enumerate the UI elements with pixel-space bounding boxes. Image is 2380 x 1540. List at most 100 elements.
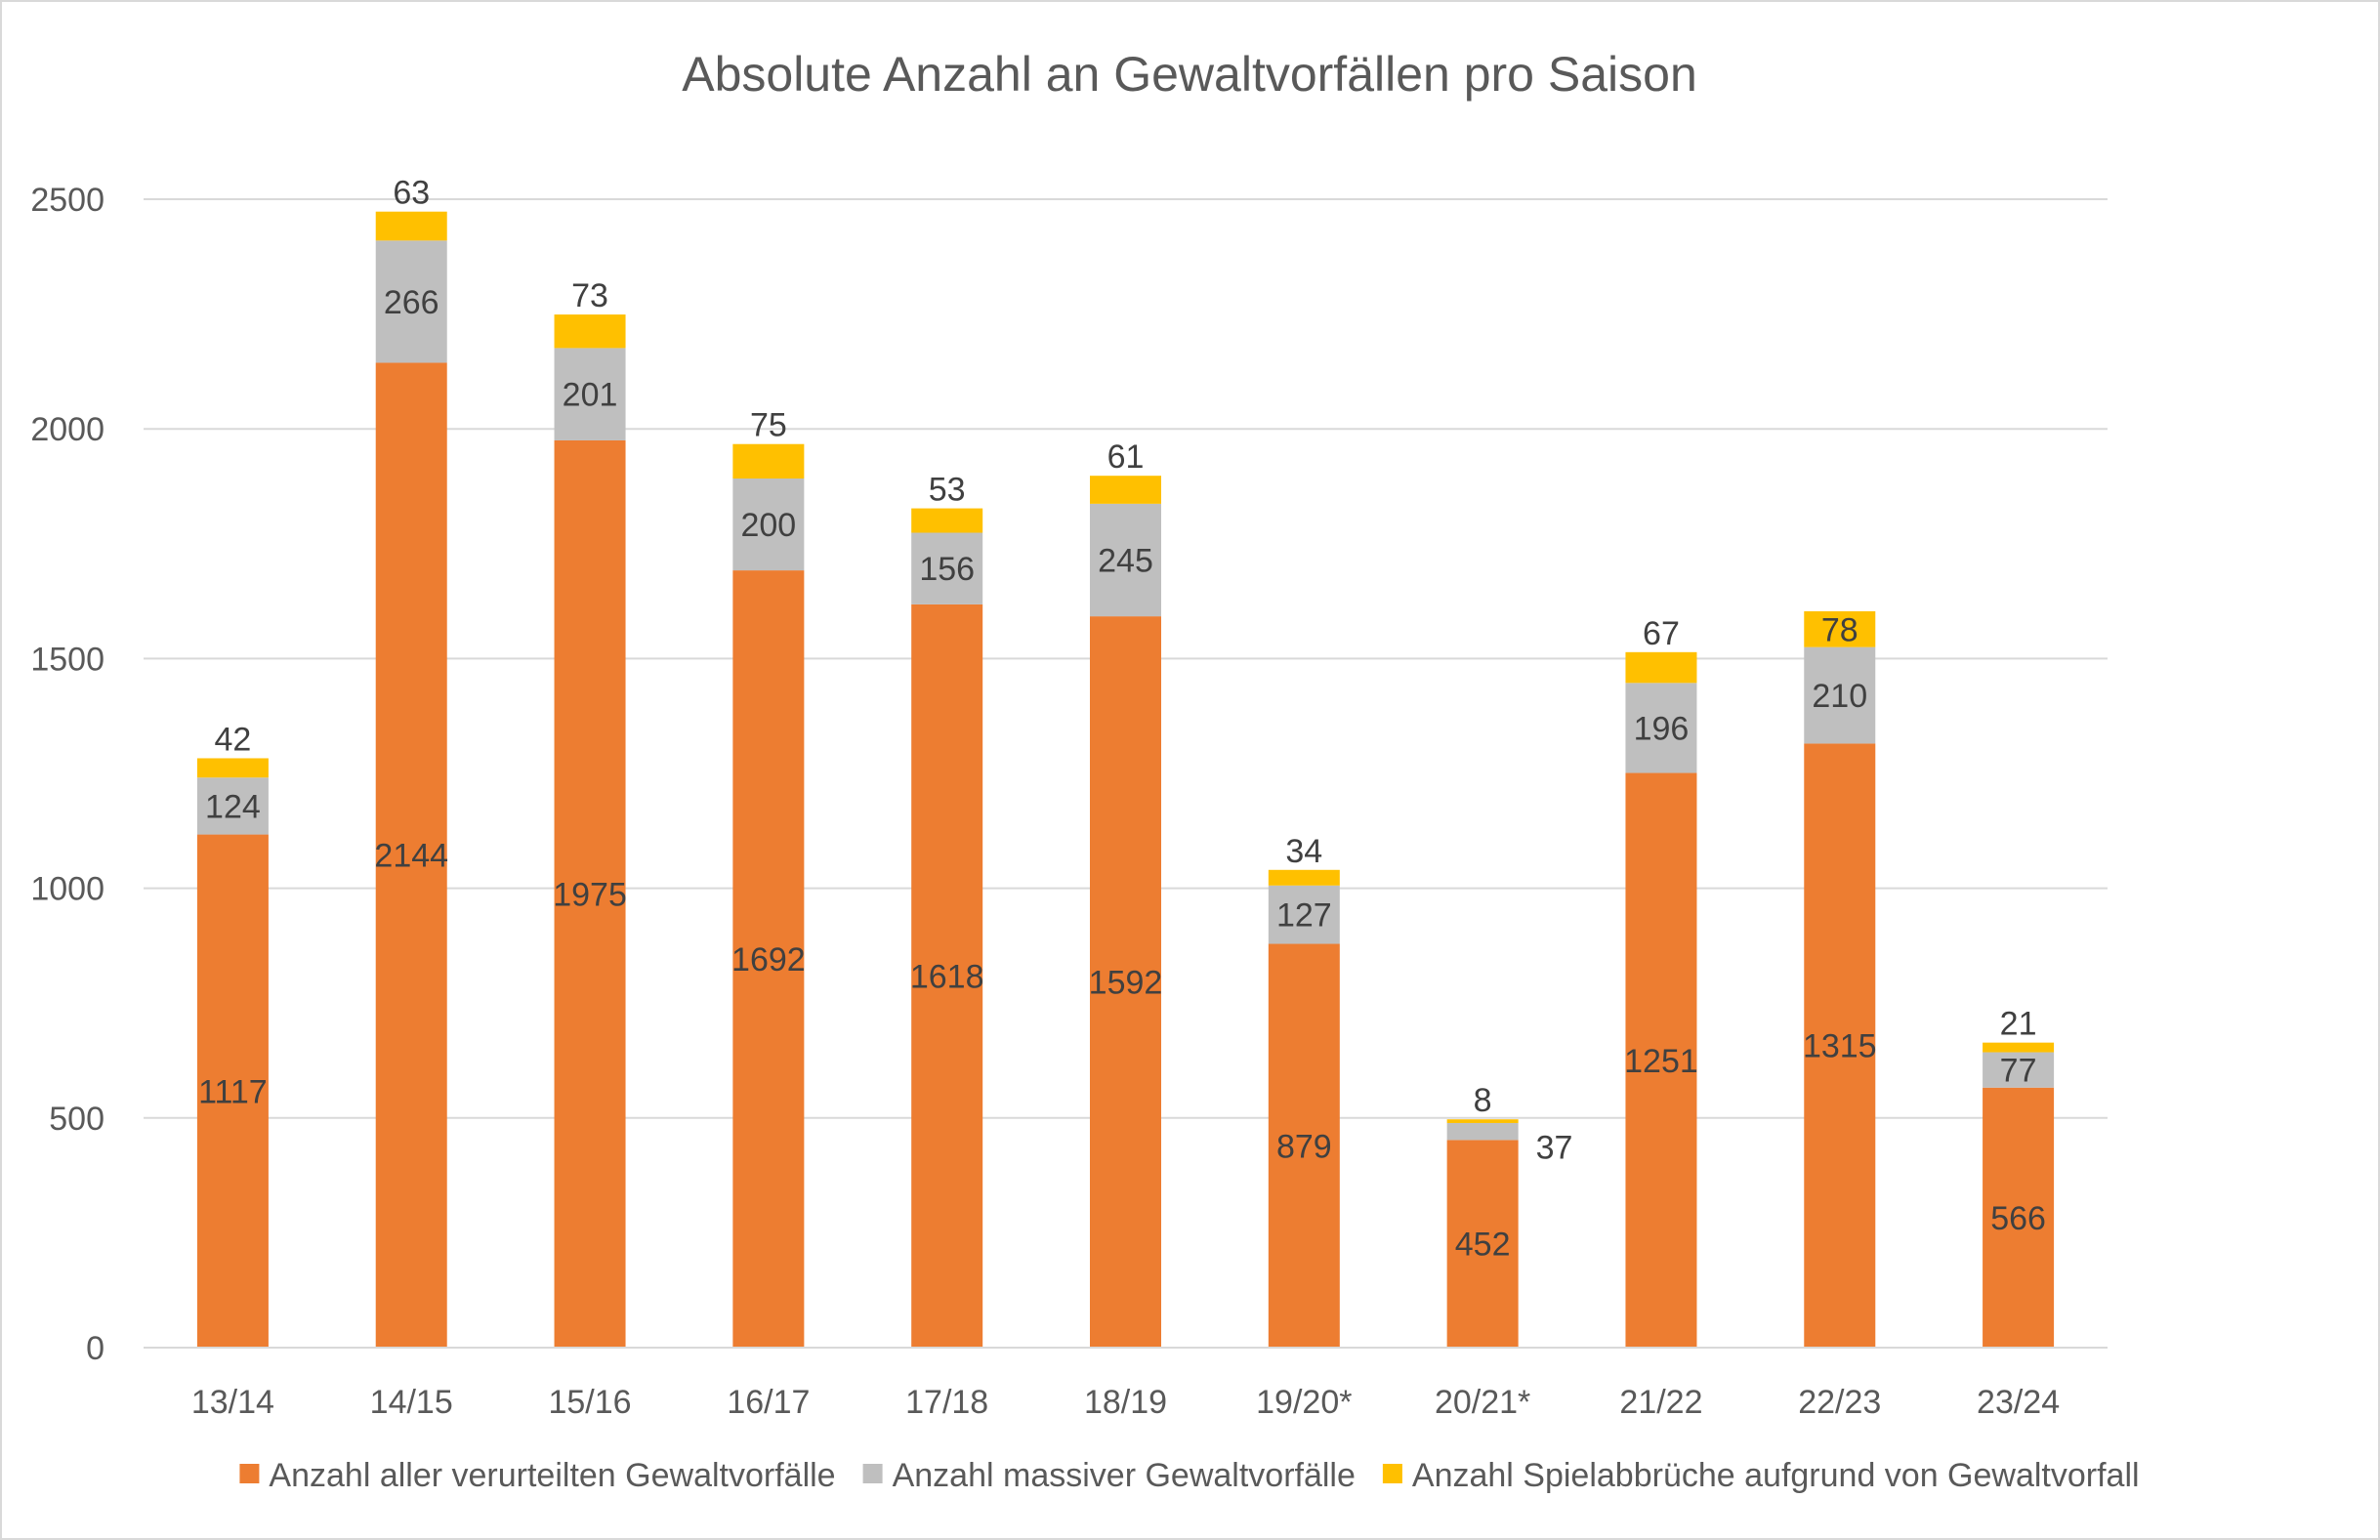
x-tick-label: 22/23 <box>1798 1384 1881 1421</box>
data-label: 78 <box>1821 611 1858 648</box>
data-label: 266 <box>384 284 439 321</box>
data-label: 53 <box>929 472 966 509</box>
data-label: 245 <box>1098 542 1153 579</box>
data-labels: 1117 124 42 2144 266 63 1975 201 73 1692 200 75 1618… <box>198 175 2046 1264</box>
legend-swatch <box>862 1464 883 1483</box>
bar-segment <box>375 362 447 1348</box>
data-label: 2144 <box>374 838 448 875</box>
data-label: 127 <box>1276 897 1332 935</box>
data-label: 1975 <box>553 876 627 913</box>
y-tick-label: 1500 <box>30 641 104 678</box>
x-tick-label: 13/14 <box>191 1384 274 1421</box>
x-tick-label: 21/22 <box>1619 1384 1702 1421</box>
bar-segment <box>1625 651 1697 684</box>
data-label: 201 <box>563 377 618 414</box>
data-label: 77 <box>2000 1053 2037 1090</box>
bar-segment <box>1268 869 1340 886</box>
bar-segment <box>911 532 983 604</box>
x-tick-label: 15/16 <box>548 1384 631 1421</box>
data-label: 1315 <box>1803 1028 1877 1065</box>
data-label: 61 <box>1107 438 1145 476</box>
data-label: 1692 <box>731 941 806 978</box>
chart-title: Absolute Anzahl an Gewaltvorfällen pro S… <box>682 47 1697 102</box>
legend-label: Anzahl aller verurteilten Gewaltvorfälle <box>269 1457 835 1494</box>
data-label: 8 <box>1474 1082 1492 1119</box>
bar-segment <box>1804 646 1876 744</box>
data-label: 1618 <box>910 958 984 995</box>
bar-segment <box>1268 943 1340 1348</box>
data-label: 34 <box>1285 833 1322 870</box>
y-axis: 0 500 1000 1500 2000 2500 <box>30 182 104 1367</box>
x-axis: 13/14 14/15 15/16 16/17 17/18 18/19 19/20* 20/2… <box>144 1347 2108 1421</box>
legend-item: Anzahl massiver Gewaltvorfälle <box>862 1457 1356 1494</box>
data-label: 73 <box>571 277 608 314</box>
bar-segment <box>1090 503 1161 617</box>
legend-item: Anzahl Spielabbrüche aufgrund von Gewalt… <box>1382 1457 2140 1494</box>
bar-segment <box>1625 683 1697 773</box>
x-tick-label: 14/15 <box>370 1384 453 1421</box>
data-label: 210 <box>1812 678 1867 715</box>
bar-segment <box>732 443 805 479</box>
x-tick-label: 18/19 <box>1084 1384 1167 1421</box>
bar-segment <box>554 314 626 349</box>
bar-segment <box>554 439 626 1349</box>
bar-segment <box>1268 885 1340 944</box>
y-tick-label: 2000 <box>30 411 104 448</box>
bar-segment <box>1983 1087 2055 1348</box>
bar-segment <box>196 777 269 835</box>
data-label: 124 <box>205 788 261 825</box>
data-label: 75 <box>750 407 787 444</box>
bar-segment <box>1446 1140 1519 1348</box>
data-label: 1592 <box>1089 965 1163 1002</box>
bar-segment <box>732 479 805 571</box>
data-label: 879 <box>1276 1128 1332 1165</box>
data-label: 156 <box>919 551 975 588</box>
bar-segment <box>1090 616 1161 1348</box>
data-label: 63 <box>393 175 430 212</box>
bar-segment <box>1090 476 1161 504</box>
bar-segment <box>554 348 626 440</box>
bar-segment <box>196 758 269 778</box>
legend-label: Anzahl massiver Gewaltvorfälle <box>893 1457 1356 1494</box>
bar-segment <box>1804 743 1876 1348</box>
legend-swatch <box>239 1464 260 1483</box>
bar-segment <box>911 604 983 1348</box>
bar-segment <box>1625 772 1697 1348</box>
bar-segment <box>1446 1122 1519 1141</box>
bar-segment <box>1446 1119 1519 1123</box>
legend-item: Anzahl aller verurteilten Gewaltvorfälle <box>239 1457 836 1494</box>
y-tick-label: 1000 <box>30 871 104 908</box>
data-label: 566 <box>1990 1200 2046 1237</box>
bars <box>196 211 2055 1349</box>
bar-segment <box>196 834 269 1348</box>
legend-swatch <box>1382 1464 1402 1483</box>
y-tick-label: 500 <box>49 1101 104 1138</box>
bar-segment <box>375 240 447 363</box>
x-tick-label: 19/20* <box>1256 1384 1352 1421</box>
data-label: 452 <box>1455 1227 1511 1264</box>
x-tick-label: 17/18 <box>905 1384 988 1421</box>
bar-segment <box>1804 610 1876 647</box>
bar-segment <box>375 211 447 241</box>
y-tick-label: 2500 <box>30 182 104 219</box>
legend-label: Anzahl Spielabbrüche aufgrund von Gewalt… <box>1412 1457 2140 1494</box>
bar-segment <box>732 570 805 1348</box>
bar-segment <box>1983 1042 2055 1053</box>
data-label: 42 <box>214 721 251 758</box>
data-label: 21 <box>2000 1006 2037 1043</box>
x-tick-label: 20/21* <box>1435 1384 1530 1421</box>
data-label: 67 <box>1643 615 1680 652</box>
bar-segment <box>911 508 983 533</box>
bar-segment <box>1983 1052 2055 1088</box>
legend: Anzahl aller verurteilten Gewaltvorfälle… <box>239 1457 2140 1494</box>
x-tick-label: 23/24 <box>1977 1384 2060 1421</box>
x-tick-label: 16/17 <box>727 1384 810 1421</box>
data-label: 200 <box>740 507 796 544</box>
data-label: 196 <box>1634 710 1690 747</box>
data-label: 1251 <box>1624 1043 1698 1080</box>
data-label: 37 <box>1536 1130 1573 1167</box>
y-tick-label: 0 <box>86 1330 104 1367</box>
data-label: 1117 <box>198 1073 268 1110</box>
